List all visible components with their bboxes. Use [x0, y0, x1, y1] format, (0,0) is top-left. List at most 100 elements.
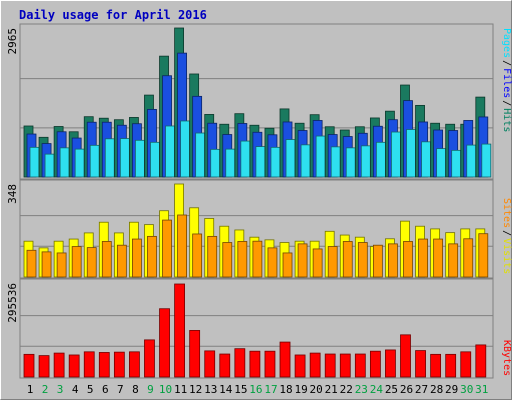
bar-pages-30	[466, 144, 477, 178]
bar-sites-16	[252, 240, 263, 278]
x-label-3: 3	[57, 383, 64, 396]
x-label-1: 1	[27, 383, 34, 396]
legend-files: Files	[501, 68, 512, 98]
bar-pages-29	[451, 149, 462, 178]
bar-sites-15	[237, 241, 248, 278]
bar-sites-22	[342, 241, 353, 278]
x-label-27: 27	[415, 383, 428, 396]
bar-sites-14	[222, 242, 233, 278]
x-label-12: 12	[189, 383, 202, 396]
x-label-25: 25	[385, 383, 398, 396]
legend-pages: Pages	[501, 28, 512, 58]
bar-pages-19	[300, 144, 311, 178]
bar-pages-14	[225, 148, 236, 178]
bar-kbytes-27	[415, 350, 426, 378]
bar-pages-6	[104, 138, 115, 178]
bar-sites-21	[327, 246, 338, 278]
x-label-14: 14	[219, 383, 233, 396]
chart-title: Daily usage for April 2016	[19, 8, 207, 22]
bar-kbytes-13	[204, 350, 216, 378]
bar-kbytes-5	[83, 351, 95, 378]
ymax-label-hits: 2965	[6, 28, 19, 55]
bar-sites-26	[403, 241, 413, 278]
bar-kbytes-19	[294, 354, 306, 378]
bar-kbytes-3	[53, 352, 65, 378]
bar-sites-13	[207, 235, 218, 278]
bar-sites-9	[147, 235, 157, 278]
bar-pages-5	[89, 144, 100, 178]
legend-hits-panel: Pages / Files / Hits	[501, 28, 512, 132]
bar-sites-3	[56, 252, 67, 278]
bar-sites-19	[297, 243, 308, 278]
legend-sep-1: /	[501, 60, 512, 66]
x-label-21: 21	[325, 383, 338, 396]
bar-sites-5	[86, 247, 97, 278]
bar-kbytes-10	[159, 308, 170, 378]
x-axis-labels: 1 2 3 4 5 6 7 8 9 10 11 12 13 14 15 16 17 18 19 20 21 22 23 24 2…	[27, 383, 489, 396]
bar-kbytes-15	[234, 348, 246, 378]
bar-pages-27	[421, 141, 431, 178]
bar-sites-1	[26, 249, 37, 278]
bar-kbytes-4	[68, 354, 80, 378]
bar-pages-26	[406, 129, 416, 178]
bar-sites-18	[282, 252, 293, 278]
bar-kbytes-23	[354, 353, 366, 378]
bar-pages-24	[375, 141, 386, 178]
bar-pages-28	[436, 148, 447, 178]
x-label-31: 31	[475, 383, 488, 396]
x-label-28: 28	[430, 383, 443, 396]
bar-sites-27	[418, 238, 428, 278]
ymax-label-visits: 348	[6, 184, 19, 204]
bar-kbytes-24	[369, 350, 381, 378]
bar-kbytes-8	[129, 351, 140, 378]
ymax-label-kbytes: 295536	[6, 283, 19, 323]
legend-hits: Hits	[501, 108, 512, 132]
bar-sites-20	[312, 248, 323, 278]
legend-visits: Visits	[501, 238, 512, 274]
x-label-29: 29	[445, 383, 458, 396]
x-label-2: 2	[42, 383, 49, 396]
x-label-20: 20	[310, 383, 323, 396]
bar-kbytes-12	[189, 330, 201, 378]
bar-sites-30	[463, 238, 474, 278]
bars-layer	[23, 27, 492, 378]
bar-pages-9	[150, 141, 160, 178]
bar-pages-20	[315, 135, 326, 178]
bar-kbytes-14	[219, 353, 231, 378]
bar-sites-23	[357, 242, 368, 278]
bar-kbytes-20	[309, 352, 321, 378]
bar-sites-17	[267, 247, 278, 278]
bar-kbytes-31	[475, 344, 487, 378]
bar-kbytes-22	[339, 353, 351, 378]
bar-pages-12	[195, 132, 206, 178]
x-label-23: 23	[355, 383, 368, 396]
bar-sites-7	[116, 244, 127, 278]
bar-sites-31	[478, 233, 489, 278]
bar-sites-6	[101, 241, 112, 278]
bar-kbytes-29	[445, 353, 457, 378]
bar-pages-16	[255, 146, 266, 178]
legend-sites: Sites	[501, 198, 512, 228]
x-label-30: 30	[460, 383, 473, 396]
legend-sep-2: /	[501, 100, 512, 106]
bar-kbytes-25	[385, 349, 396, 378]
bar-kbytes-7	[113, 351, 125, 378]
bar-sites-25	[388, 243, 398, 278]
legend-kbytes: KBytes	[501, 340, 512, 376]
bar-pages-25	[391, 131, 401, 178]
bar-kbytes-2	[38, 355, 50, 378]
bar-sites-10	[162, 219, 172, 278]
bar-sites-2	[41, 251, 52, 278]
bar-sites-29	[448, 243, 459, 278]
x-label-16: 16	[249, 383, 262, 396]
x-label-22: 22	[340, 383, 353, 396]
x-label-24: 24	[370, 383, 384, 396]
x-label-5: 5	[87, 383, 94, 396]
x-label-15: 15	[234, 383, 247, 396]
x-label-10: 10	[159, 383, 172, 396]
x-label-18: 18	[279, 383, 292, 396]
x-label-11: 11	[174, 383, 187, 396]
legend-kbytes-panel: KBytes	[501, 340, 512, 376]
